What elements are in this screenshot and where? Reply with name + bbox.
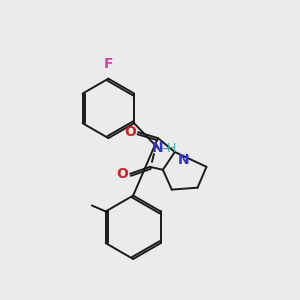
Text: O: O [116, 167, 128, 181]
Text: N: N [152, 141, 164, 155]
Text: O: O [124, 125, 136, 139]
Text: F: F [103, 57, 113, 71]
Text: H: H [167, 142, 176, 154]
Text: N: N [178, 153, 189, 167]
